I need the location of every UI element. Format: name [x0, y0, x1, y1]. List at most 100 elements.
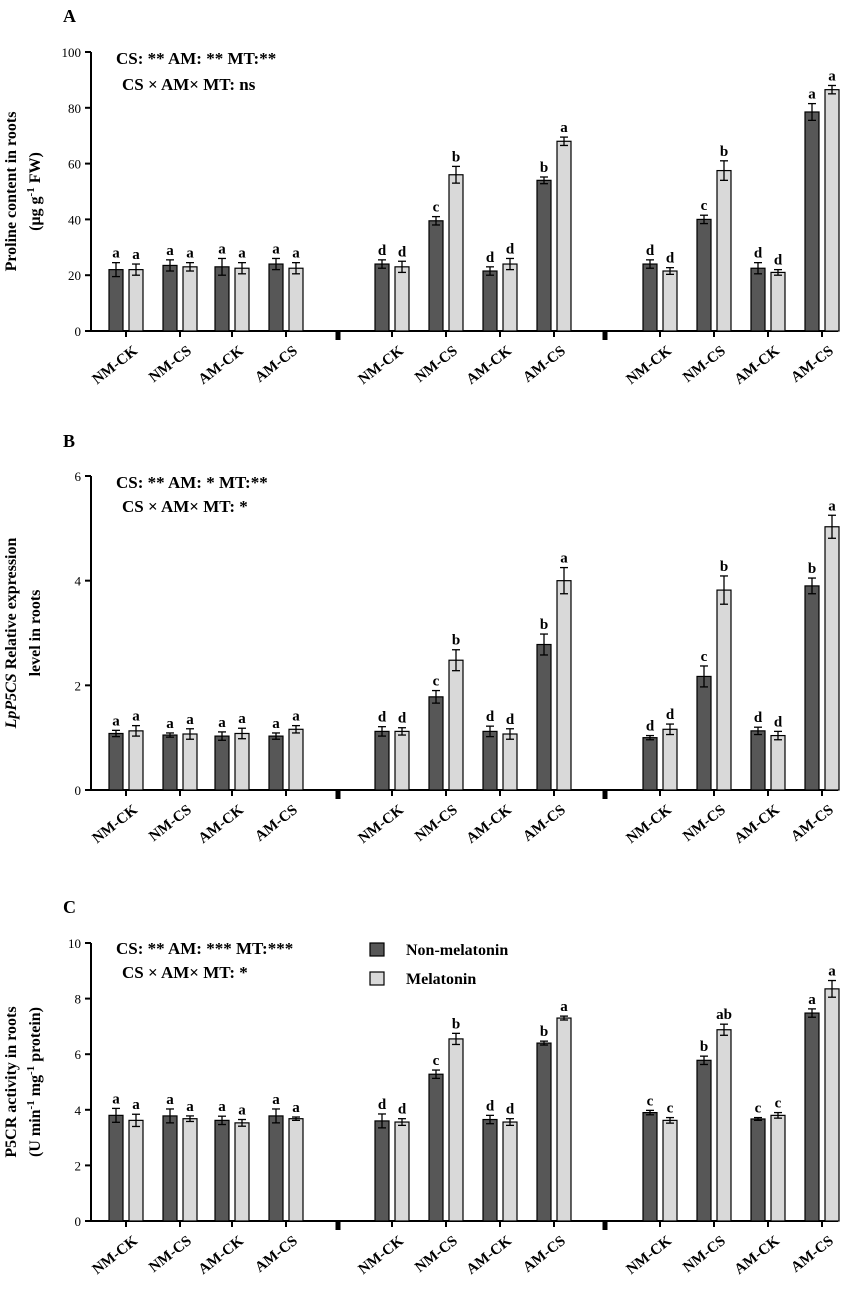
y-tick-label: 40 — [68, 212, 81, 227]
category-label: NM-CS — [146, 1233, 195, 1276]
significance-letter: b — [720, 559, 728, 575]
bar — [750, 1118, 766, 1222]
stats-annotation: CS × AM× MT: * — [122, 963, 248, 982]
bar — [288, 267, 304, 332]
y-axis-label: (μg g-1 FW) — [25, 152, 44, 231]
bar — [108, 732, 124, 791]
bar — [696, 1059, 712, 1222]
significance-letter: a — [560, 120, 568, 136]
significance-letter: c — [433, 1053, 440, 1069]
bar — [182, 733, 198, 791]
bar — [716, 169, 732, 332]
significance-letter: d — [486, 250, 495, 266]
significance-letter: a — [292, 1100, 300, 1116]
y-label-part: level in roots — [27, 590, 44, 677]
significance-letter: a — [560, 999, 568, 1015]
y-label-part: (U min — [27, 1109, 44, 1157]
bar — [268, 263, 284, 332]
stats-annotation: CS × AM× MT: ns — [122, 75, 256, 94]
category-label: NM-CK — [90, 802, 141, 847]
category-label: AM-CK — [732, 802, 783, 847]
significance-letter: d — [754, 710, 763, 726]
legend-swatch — [369, 971, 385, 986]
bar — [128, 1119, 144, 1222]
stats-annotation: CS × AM× MT: * — [122, 497, 248, 516]
significance-letter: a — [112, 246, 120, 262]
y-tick-label: 4 — [75, 574, 82, 589]
significance-letter: b — [452, 1016, 460, 1032]
bar — [428, 1073, 444, 1222]
significance-letter: a — [166, 716, 174, 732]
y-tick-label: 100 — [62, 45, 82, 60]
category-label: NM-CK — [90, 1233, 141, 1278]
category-label: AM-CS — [788, 343, 837, 386]
bar — [182, 1118, 198, 1222]
bar — [662, 1119, 678, 1222]
significance-letter: d — [646, 243, 655, 259]
bar — [428, 220, 444, 332]
significance-letter: c — [433, 200, 440, 216]
bar — [716, 589, 732, 791]
y-tick-label: 4 — [75, 1103, 82, 1118]
significance-letter: a — [238, 246, 246, 262]
significance-letter: b — [700, 1039, 708, 1055]
legend-swatch — [369, 942, 385, 957]
legend-label: Melatonin — [406, 971, 476, 988]
y-axis-label: P5CR activity in roots — [3, 1006, 20, 1157]
category-label: NM-CK — [624, 1233, 675, 1278]
significance-letter: d — [666, 251, 675, 267]
significance-letter: c — [433, 674, 440, 690]
y-label-part: LpP5CS — [3, 673, 20, 729]
significance-letter: b — [452, 633, 460, 649]
y-label-part: -1 — [25, 187, 37, 196]
panel-b: B 0 2 4 6 LpP5CS Relative expression level in … — [3, 431, 840, 847]
bar — [536, 179, 552, 332]
significance-letter: a — [218, 1099, 226, 1115]
significance-letter: b — [540, 160, 548, 176]
bar — [214, 735, 230, 791]
significance-letter: c — [647, 1093, 654, 1109]
category-label: AM-CK — [196, 1233, 247, 1278]
panel-label: A — [63, 6, 76, 26]
significance-letter: a — [828, 68, 836, 84]
category-label: AM-CS — [252, 1233, 301, 1276]
significance-letter: a — [808, 992, 816, 1008]
significance-letter: c — [775, 1096, 782, 1112]
category-label: AM-CS — [788, 1233, 837, 1276]
significance-letter: a — [828, 964, 836, 980]
significance-letter: a — [132, 1097, 140, 1113]
y-tick-label: 10 — [68, 936, 81, 951]
significance-letter: a — [292, 709, 300, 725]
bar — [770, 734, 786, 791]
bar — [162, 734, 178, 791]
bar — [662, 728, 678, 791]
panel-a: A 0 20 40 60 80 100 Proline content in roots (μg… — [3, 6, 840, 388]
significance-letter: a — [272, 716, 280, 732]
significance-letter: d — [398, 711, 407, 727]
significance-letter: a — [292, 246, 300, 262]
legend: Non-melatonin Melatonin — [369, 942, 508, 988]
panel-label: B — [63, 431, 75, 451]
bar — [448, 659, 464, 791]
bar — [108, 269, 124, 332]
panel-label: C — [63, 897, 76, 917]
bar — [448, 174, 464, 332]
bar — [128, 269, 144, 332]
y-label-part: P5CR activity in roots — [3, 1006, 20, 1157]
bar — [824, 89, 840, 332]
bar — [214, 1119, 230, 1222]
bar — [770, 1114, 786, 1222]
significance-letter: d — [378, 710, 387, 726]
y-label-part: protein) — [27, 1007, 44, 1066]
significance-letter: a — [808, 87, 816, 103]
bar — [128, 730, 144, 791]
bar — [750, 267, 766, 332]
category-label: NM-CK — [356, 802, 407, 847]
significance-letter: d — [506, 1102, 515, 1118]
significance-letter: a — [186, 1099, 194, 1115]
y-axis-label: (U min-1 mg-1 protein) — [25, 1007, 44, 1157]
bar — [482, 1118, 498, 1222]
bar — [642, 737, 658, 791]
bar — [556, 140, 572, 332]
significance-letter: a — [132, 709, 140, 725]
